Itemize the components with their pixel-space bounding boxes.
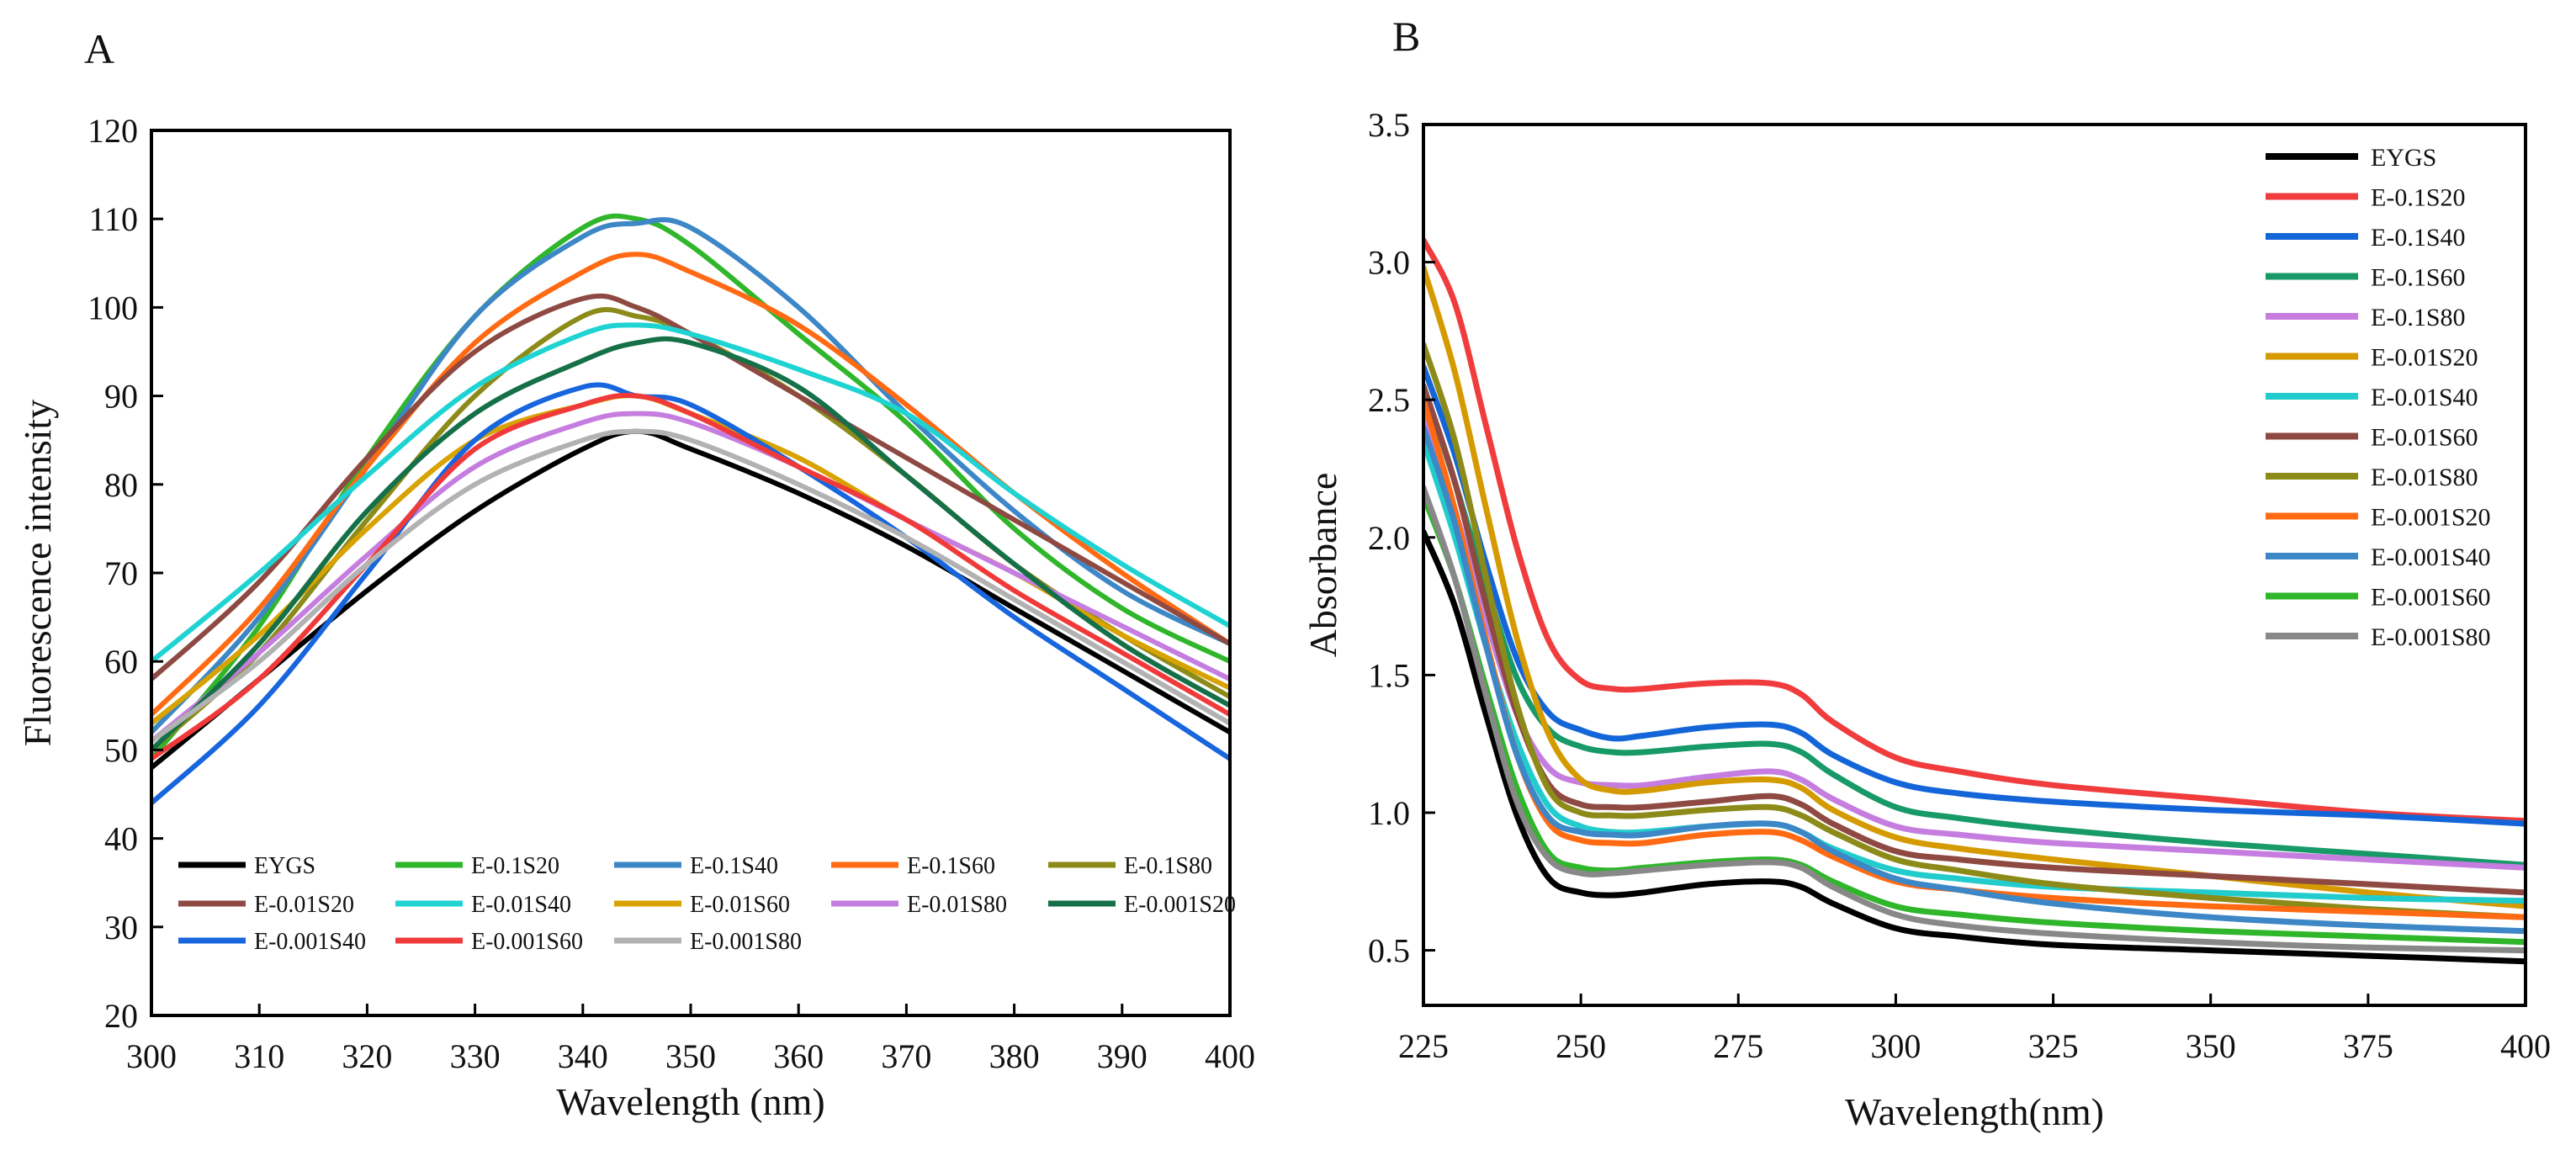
legend-label: E-0.1S80 [2371, 304, 2466, 331]
legend-label: E-0.01S20 [254, 892, 354, 918]
series-line-EYGS [151, 428, 1230, 771]
series-line-E-0.1S20 [151, 213, 1230, 761]
series-line-E-0.01S40 [151, 322, 1230, 665]
legend-label: E-0.1S60 [2371, 264, 2466, 292]
legend-label: E-0.001S20 [1124, 892, 1236, 918]
x-tick-label: 370 [881, 1037, 931, 1075]
y-tick-label: 3.0 [1368, 244, 1410, 282]
series-line-E-0.01S60 [151, 393, 1230, 726]
panel-letter: A [84, 25, 114, 72]
y-tick-label: 30 [104, 909, 138, 946]
series-line-E-0.1S40 [1423, 363, 2526, 827]
legend-label: E-0.1S20 [2371, 184, 2466, 212]
x-tick-label: 340 [558, 1037, 608, 1075]
y-axis-title: Absorbance [1301, 473, 1344, 658]
legend-label: E-0.1S40 [2371, 224, 2466, 252]
x-tick-label: 375 [2343, 1027, 2393, 1065]
legend-label: E-0.001S20 [2371, 504, 2491, 532]
series-line-E-0.001S20 [151, 336, 1230, 753]
x-tick-label: 225 [1398, 1027, 1449, 1065]
y-tick-label: 100 [87, 289, 138, 326]
legend: EYGS E-0.1S20 E-0.1S40 E-0.1S60 E-0.1S80 E-0.… [2266, 144, 2491, 651]
y-tick-label: 80 [104, 466, 138, 504]
legend-label: E-0.01S40 [471, 892, 571, 918]
legend: EYGS E-0.1S20 E-0.1S40 E-0.1S60 E-0.1S80 E-0.… [178, 853, 1236, 955]
y-tick-label: 40 [104, 820, 138, 858]
legend-label: E-0.001S60 [471, 929, 583, 955]
y-axis-title: Fluorescence intensity [16, 400, 59, 747]
series-line-E-0.001S60 [151, 392, 1230, 761]
y-tick-label: 3.5 [1368, 106, 1410, 144]
series-line-E-0.01S60 [1423, 383, 2526, 896]
series-line-EYGS [1423, 528, 2526, 965]
series-line-E-0.001S80 [151, 428, 1230, 744]
x-tick-label: 310 [234, 1037, 284, 1075]
y-tick-label: 1.0 [1368, 794, 1410, 832]
x-tick-label: 325 [2028, 1027, 2079, 1065]
legend-label: E-0.001S80 [2371, 623, 2491, 651]
y-tick-label: 60 [104, 643, 138, 681]
x-tick-label: 275 [1713, 1027, 1763, 1065]
panel-letter: B [1392, 13, 1420, 60]
series-line-E-0.01S80 [1423, 342, 2526, 920]
y-tick-label: 1.5 [1368, 656, 1410, 694]
series-line-E-0.1S80 [1423, 411, 2526, 871]
series-group [151, 213, 1230, 806]
series-line-E-0.001S40 [151, 382, 1230, 806]
x-tick-label: 390 [1097, 1037, 1148, 1075]
legend-label: E-0.1S40 [690, 853, 778, 879]
y-tick-label: 2.5 [1368, 381, 1410, 419]
legend-label: E-0.01S20 [2371, 344, 2478, 372]
y-tick-label: 50 [104, 731, 138, 769]
panel-a: A 300 310 320 330 340 350 360 370 380 390 400 20 30 40… [16, 25, 1255, 1123]
legend-label: E-0.01S60 [2371, 424, 2478, 452]
series-line-E-0.1S20 [1423, 236, 2526, 824]
legend-label: E-0.1S60 [907, 853, 995, 879]
y-tick-label: 120 [87, 112, 138, 150]
x-axis-title: Wavelength (nm) [556, 1080, 824, 1123]
legend-label: E-0.01S80 [907, 892, 1007, 918]
y-tick-label: 20 [104, 997, 138, 1035]
panel-b: B 225 250 275 300 325 350 375 400 0.5 1.0 1.5 2.0 2.5… [1301, 13, 2551, 1133]
legend-label: E-0.01S60 [690, 892, 790, 918]
legend-label: E-0.1S80 [1124, 853, 1212, 879]
x-tick-label: 400 [2500, 1027, 2551, 1065]
x-tick-label: 300 [126, 1037, 177, 1075]
x-tick-label: 350 [2186, 1027, 2236, 1065]
series-line-E-0.001S80 [1423, 485, 2526, 954]
y-tick-label: 0.5 [1368, 932, 1410, 970]
legend-label: E-0.1S20 [471, 853, 559, 879]
series-line-E-0.01S80 [151, 411, 1230, 744]
legend-label: E-0.001S80 [690, 929, 802, 955]
legend-label: E-0.01S40 [2371, 384, 2478, 411]
series-line-E-0.1S60 [151, 252, 1230, 718]
x-tick-label: 400 [1205, 1037, 1255, 1075]
series-line-E-0.001S20 [1423, 396, 2526, 920]
plot-frame [1422, 123, 2527, 1007]
y-tick-label: 2.0 [1368, 519, 1410, 557]
series-line-E-0.01S20 [151, 293, 1230, 682]
x-tick-label: 360 [773, 1037, 824, 1075]
legend-label: E-0.01S80 [2371, 464, 2478, 491]
y-tick-label: 90 [104, 378, 138, 416]
legend-label: E-0.001S40 [2371, 543, 2491, 571]
series-line-E-0.001S40 [1423, 424, 2526, 935]
x-tick-label: 350 [665, 1037, 716, 1075]
x-axis-title: Wavelength(nm) [1845, 1090, 2104, 1133]
x-tick-label: 330 [450, 1037, 501, 1075]
x-tick-label: 300 [1870, 1027, 1921, 1065]
legend-label: E-0.001S60 [2371, 584, 2491, 612]
x-tick-label: 250 [1556, 1027, 1606, 1065]
x-tick-label: 320 [342, 1037, 392, 1075]
y-tick-label: 110 [88, 200, 138, 238]
legend-label: E-0.001S40 [254, 929, 366, 955]
series-group [1423, 236, 2526, 965]
legend-label: EYGS [254, 853, 315, 879]
x-tick-label: 380 [989, 1037, 1040, 1075]
legend-label: EYGS [2371, 144, 2436, 172]
y-tick-label: 70 [104, 554, 138, 592]
